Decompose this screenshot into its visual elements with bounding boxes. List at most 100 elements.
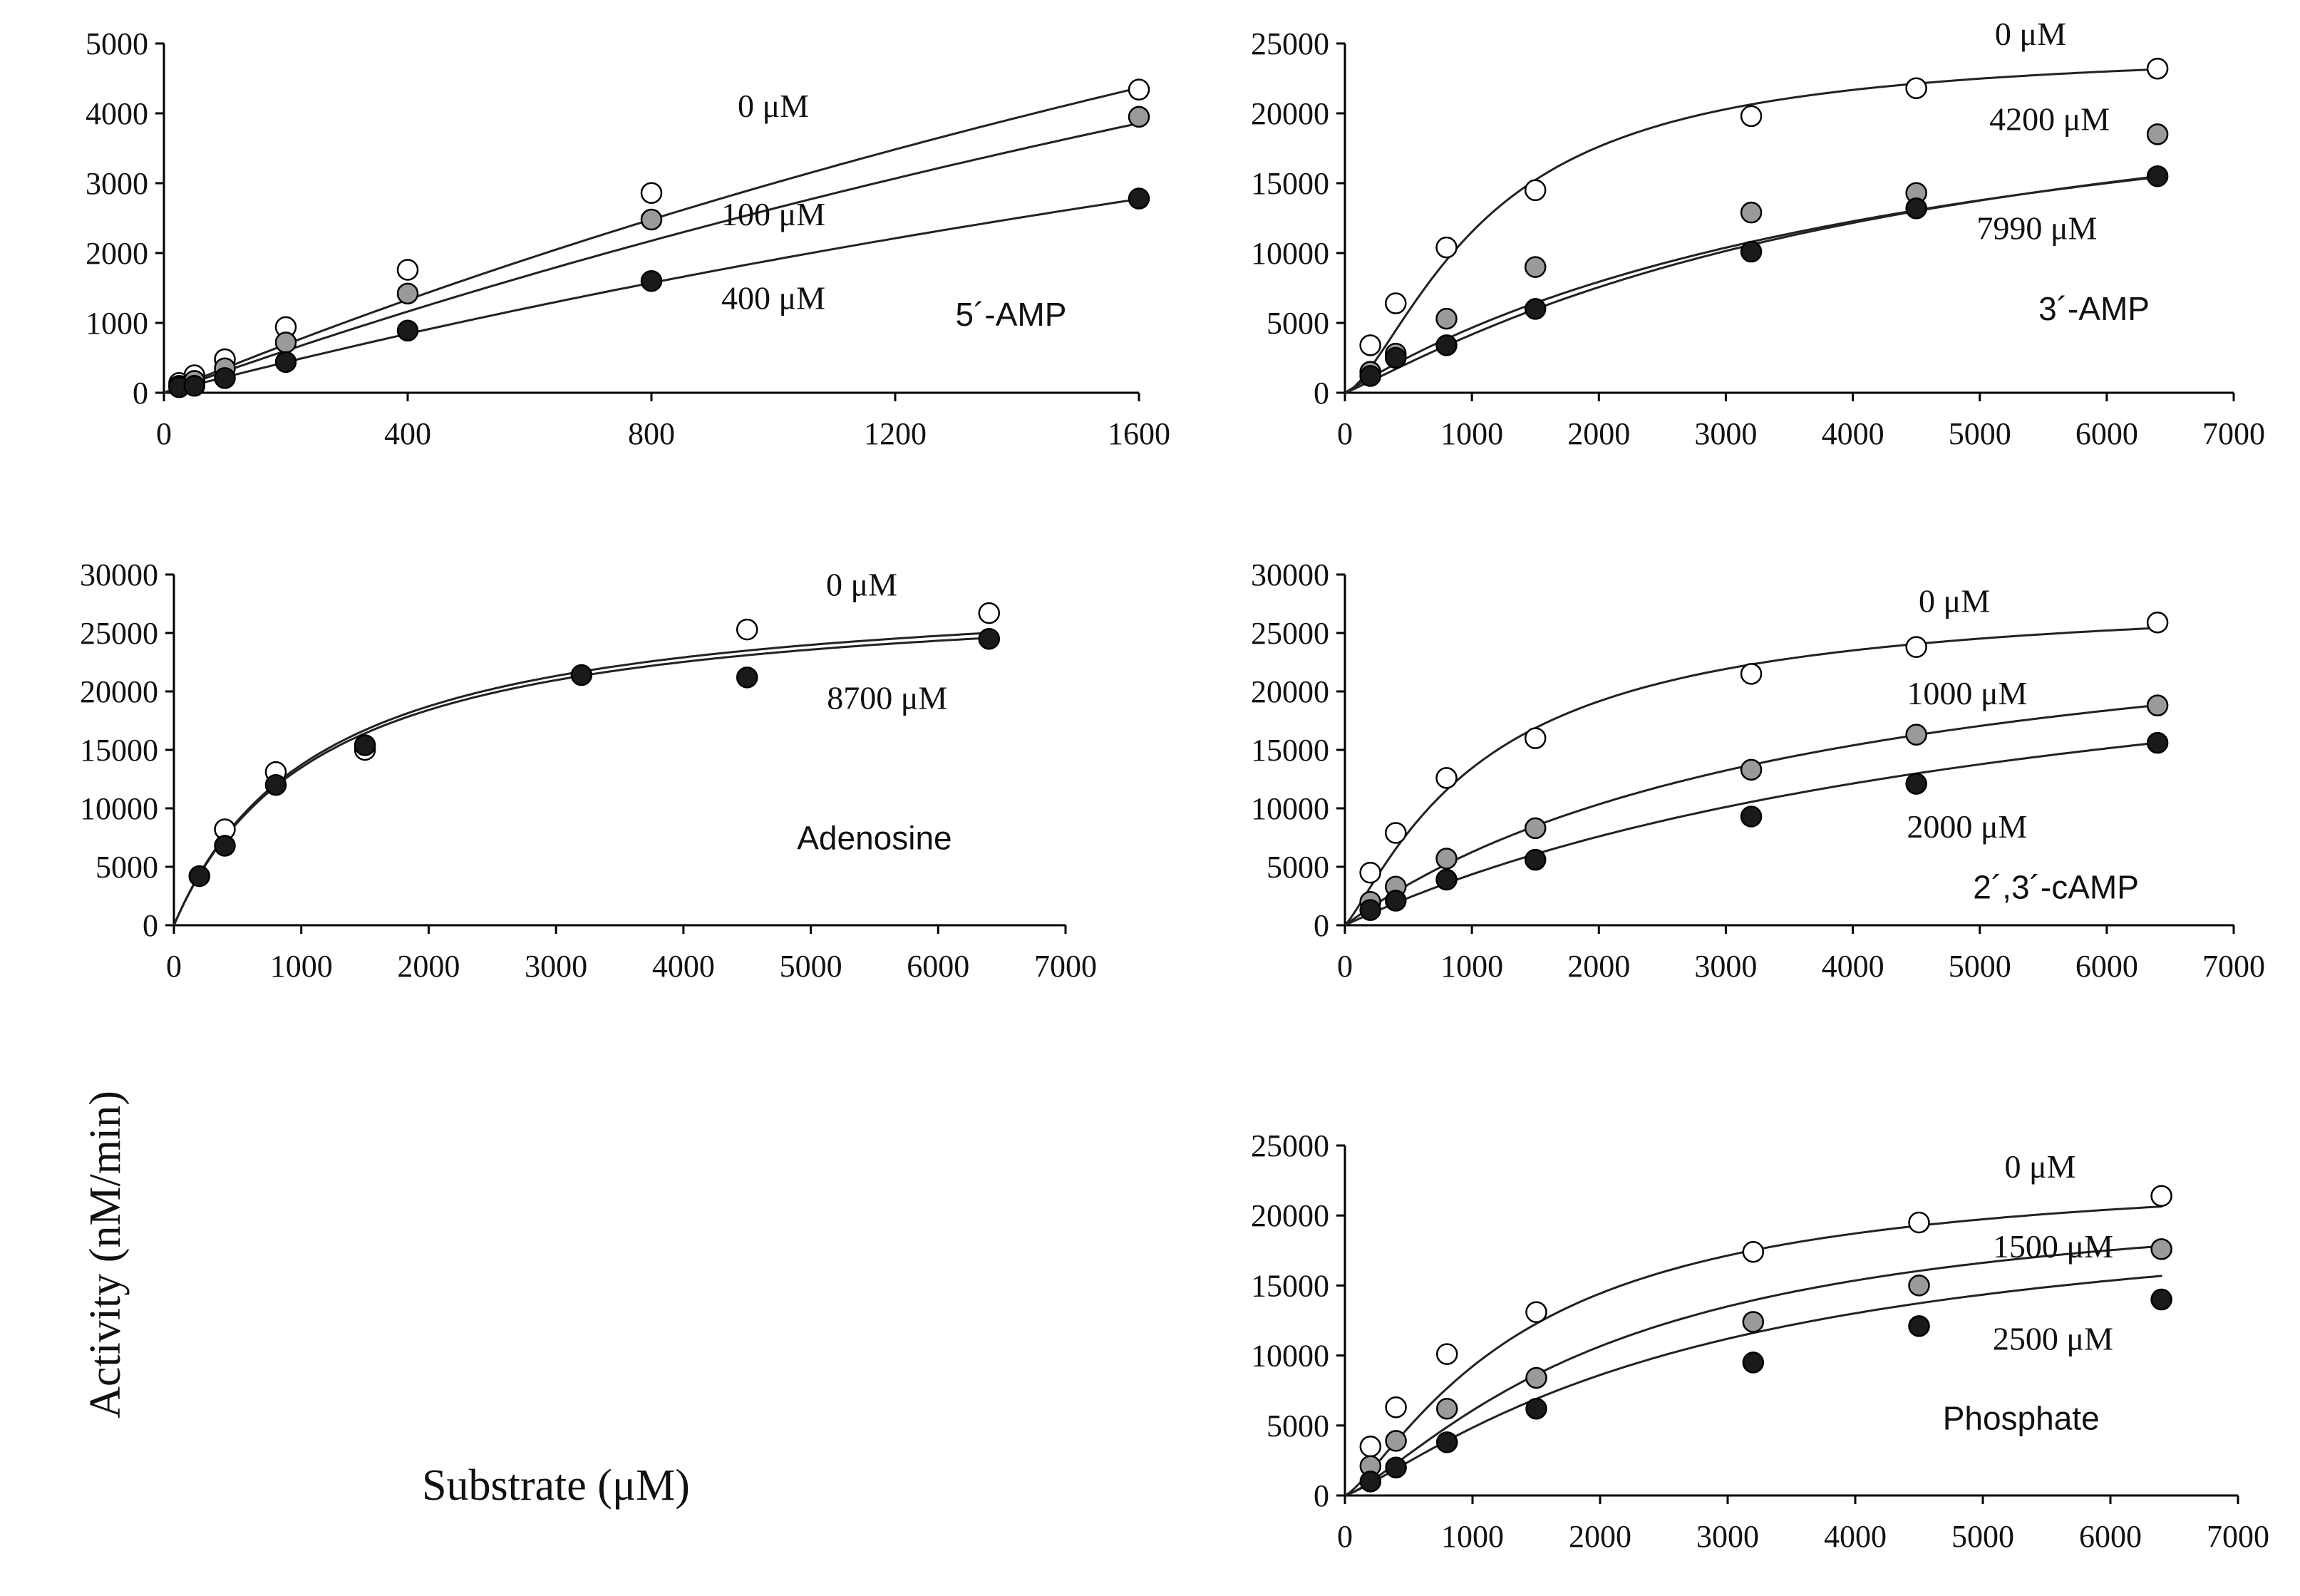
data-point-filled [978, 627, 1001, 650]
data-point-filled [214, 367, 236, 389]
panel-title: 5´-AMP [955, 296, 1066, 333]
x-tick-label: 6000 [907, 949, 969, 984]
data-point-filled [1385, 890, 1407, 912]
data-point-gray [1740, 758, 1763, 781]
data-point-filled [570, 664, 593, 686]
data-point-open [1908, 1211, 1930, 1234]
series-label: 1000 μM [1907, 675, 2027, 711]
y-tick-label: 25000 [1251, 616, 1329, 651]
data-point-open [1385, 822, 1407, 844]
y-tick-label: 20000 [1251, 674, 1329, 709]
fit-curve-gray [1344, 1245, 2162, 1497]
x-tick-label: 3000 [1694, 416, 1757, 451]
y-tick-label: 4000 [86, 96, 148, 131]
data-point-open [1385, 292, 1407, 314]
x-tick-label: 400 [384, 416, 431, 451]
x-tick-label: 1000 [1441, 1519, 1504, 1554]
data-point-gray [1524, 256, 1547, 278]
data-point-filled [1385, 1456, 1407, 1478]
data-point-filled [274, 351, 297, 374]
data-point-filled [640, 269, 663, 292]
chart-panel-phosphate: 0 1000 2000 3000 4000 5000 6000 7000 0 5000 10000 1… [1251, 1128, 2269, 1554]
y-tick-label: 0 [1314, 376, 1329, 411]
data-point-gray [1435, 1397, 1458, 1420]
panel-title: Phosphate [1943, 1400, 2100, 1437]
x-tick-label: 7000 [1034, 949, 1097, 984]
y-tick-label: 5000 [1267, 306, 1329, 341]
y-tick-label: 20000 [1251, 96, 1329, 131]
x-tick-label: 7000 [2202, 416, 2265, 451]
chart-panel-adenosine: 0 1000 2000 3000 4000 5000 6000 7000 0 5000 10000 1… [80, 557, 1097, 984]
x-tick-label: 5000 [1949, 416, 2011, 451]
x-tick-label: 3000 [1694, 949, 1757, 984]
panel-title: 2´,3´-cAMP [1973, 868, 2139, 905]
data-point-gray [1385, 1430, 1407, 1452]
y-tick-label: 15000 [1251, 1268, 1329, 1303]
data-point-filled [264, 773, 287, 796]
data-point-filled [1385, 346, 1407, 369]
fit-curve-open [1344, 68, 2159, 394]
series-label: 8700 μM [827, 680, 947, 716]
data-point-filled [1359, 899, 1381, 921]
data-point-open [1740, 105, 1763, 128]
data-point-filled [736, 666, 758, 689]
panel-title: Adenosine [797, 819, 952, 856]
data-point-filled [1359, 1471, 1382, 1493]
data-point-filled [1740, 240, 1763, 263]
data-point-open [1742, 1241, 1765, 1263]
y-tick-label: 5000 [96, 850, 158, 885]
x-tick-label: 5000 [1951, 1519, 2014, 1554]
x-tick-label: 0 [1337, 416, 1353, 451]
data-point-open [1435, 1343, 1458, 1365]
x-tick-label: 0 [156, 416, 172, 451]
series-label: 100 μM [721, 196, 825, 232]
x-tick-label: 1000 [1440, 416, 1503, 451]
series-label: 7990 μM [1976, 210, 2097, 246]
y-tick-label: 0 [1314, 1478, 1329, 1513]
x-tick-label: 4000 [1822, 949, 1884, 984]
data-point-open [1359, 861, 1381, 884]
x-tick-label: 2000 [1567, 949, 1630, 984]
y-tick-label: 15000 [1251, 733, 1329, 768]
data-point-open [1385, 1396, 1407, 1419]
y-tick-label: 10000 [1251, 236, 1329, 271]
series-label: 0 μM [1919, 582, 1990, 619]
chart-panels: 0 400 800 1200 1600 0 1000 2000 3000 4000 5000 0 μM… [80, 16, 2269, 1554]
data-point-gray [1740, 201, 1763, 224]
data-point-open [1359, 1436, 1382, 1458]
data-point-open [736, 618, 758, 641]
data-point-gray [1435, 307, 1458, 330]
data-point-filled [1435, 1431, 1458, 1453]
data-point-filled [1740, 805, 1763, 828]
data-point-gray [2146, 694, 2169, 716]
data-point-filled [1359, 365, 1381, 387]
y-tick-label: 20000 [80, 674, 158, 709]
data-point-gray [2150, 1238, 2172, 1260]
data-point-open [1359, 334, 1381, 356]
y-tick-label: 15000 [80, 733, 158, 768]
x-tick-label: 4000 [652, 949, 715, 984]
data-point-gray [1908, 1275, 1930, 1297]
data-point-gray [640, 208, 663, 231]
y-tick-label: 5000 [86, 26, 148, 61]
x-tick-label: 5000 [780, 949, 842, 984]
data-point-open [2150, 1185, 2172, 1207]
series-label: 0 μM [2005, 1148, 2076, 1185]
data-point-filled [1905, 773, 1927, 795]
data-point-filled [1435, 334, 1458, 356]
data-point-open [1905, 636, 1927, 658]
data-point-gray [396, 282, 419, 305]
data-point-filled [2146, 165, 2169, 187]
x-tick-label: 2000 [1567, 416, 1630, 451]
data-point-open [2146, 611, 2169, 634]
data-point-filled [1524, 298, 1547, 320]
data-point-gray [274, 331, 297, 354]
fit-curve-gray [163, 122, 1140, 394]
data-point-filled [1908, 1315, 1930, 1337]
y-tick-label: 25000 [80, 616, 158, 651]
data-point-open [1905, 77, 1927, 99]
panel-title: 3´-AMP [2038, 290, 2150, 327]
data-point-open [1524, 727, 1547, 749]
series-label: 0 μM [738, 88, 809, 124]
y-tick-label: 20000 [1251, 1198, 1329, 1233]
